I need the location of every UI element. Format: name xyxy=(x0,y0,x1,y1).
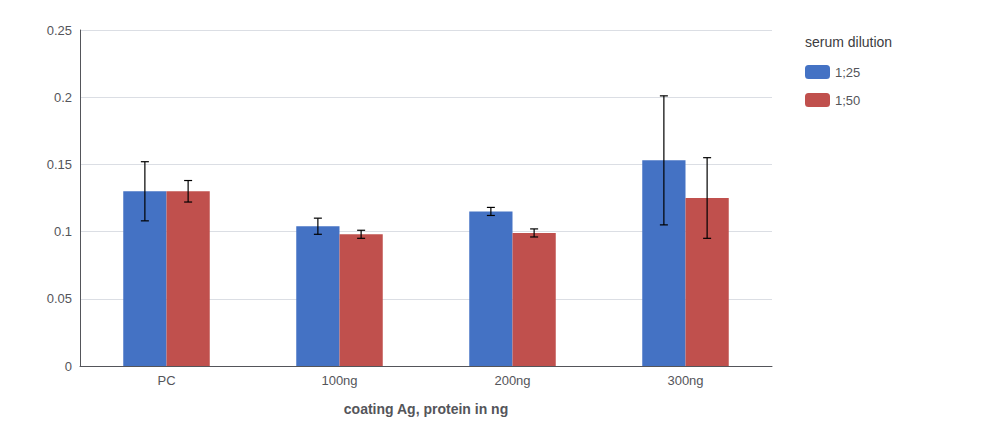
svg-text:0.2: 0.2 xyxy=(54,90,72,105)
svg-text:200ng: 200ng xyxy=(494,373,530,388)
svg-text:1;50: 1;50 xyxy=(835,93,860,108)
svg-text:0.25: 0.25 xyxy=(47,23,72,38)
svg-text:coating Ag, protein in ng: coating Ag, protein in ng xyxy=(344,401,508,417)
svg-text:0.05: 0.05 xyxy=(47,291,72,306)
svg-text:serum dilution: serum dilution xyxy=(805,34,892,50)
svg-text:300ng: 300ng xyxy=(667,373,703,388)
svg-text:0.15: 0.15 xyxy=(47,157,72,172)
svg-text:0: 0 xyxy=(65,359,72,374)
svg-text:100ng: 100ng xyxy=(321,373,357,388)
svg-text:PC: PC xyxy=(157,373,175,388)
svg-text:1;25: 1;25 xyxy=(835,65,860,80)
svg-text:0.1: 0.1 xyxy=(54,224,72,239)
